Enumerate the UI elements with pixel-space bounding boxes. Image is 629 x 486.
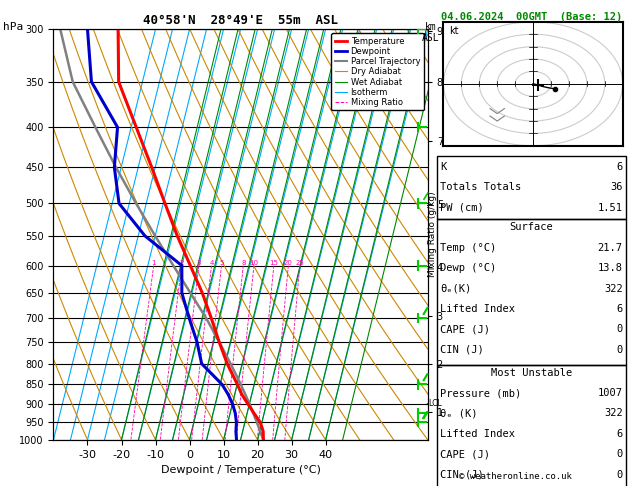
Text: K: K — [440, 162, 447, 172]
Text: 15: 15 — [269, 260, 278, 265]
Text: CAPE (J): CAPE (J) — [440, 450, 490, 459]
Text: Lifted Index: Lifted Index — [440, 429, 515, 439]
Text: Temp (°C): Temp (°C) — [440, 243, 496, 253]
Text: Lifted Index: Lifted Index — [440, 304, 515, 314]
Text: 0: 0 — [616, 345, 623, 355]
Text: 21.7: 21.7 — [598, 243, 623, 253]
Text: 322: 322 — [604, 284, 623, 294]
Text: 6: 6 — [616, 304, 623, 314]
Text: Surface: Surface — [509, 223, 554, 232]
Text: 1: 1 — [152, 260, 156, 265]
Text: © weatheronline.co.uk: © weatheronline.co.uk — [459, 472, 572, 481]
Text: kt: kt — [449, 26, 459, 35]
Text: 322: 322 — [604, 409, 623, 418]
Text: 1.51: 1.51 — [598, 203, 623, 212]
Text: Pressure (mb): Pressure (mb) — [440, 388, 521, 398]
Text: 5: 5 — [220, 260, 224, 265]
Text: km
ASL: km ASL — [422, 22, 440, 43]
Text: PW (cm): PW (cm) — [440, 203, 484, 212]
Text: CAPE (J): CAPE (J) — [440, 325, 490, 334]
Title: 40°58'N  28°49'E  55m  ASL: 40°58'N 28°49'E 55m ASL — [143, 14, 338, 27]
Text: CIN (J): CIN (J) — [440, 470, 484, 480]
Text: 2: 2 — [179, 260, 184, 265]
Text: LCL: LCL — [429, 399, 442, 408]
Text: 20: 20 — [284, 260, 292, 265]
Text: 36: 36 — [610, 182, 623, 192]
Text: 13.8: 13.8 — [598, 263, 623, 273]
Text: 25: 25 — [296, 260, 304, 265]
Text: Most Unstable: Most Unstable — [491, 368, 572, 378]
Text: θₑ (K): θₑ (K) — [440, 409, 478, 418]
Text: 6: 6 — [616, 162, 623, 172]
Text: hPa: hPa — [3, 22, 23, 32]
Text: 8: 8 — [241, 260, 245, 265]
Text: 04.06.2024  00GMT  (Base: 12): 04.06.2024 00GMT (Base: 12) — [441, 12, 622, 22]
Text: 4: 4 — [209, 260, 214, 265]
Text: 0: 0 — [616, 470, 623, 480]
Legend: Temperature, Dewpoint, Parcel Trajectory, Dry Adiabat, Wet Adiabat, Isotherm, Mi: Temperature, Dewpoint, Parcel Trajectory… — [331, 34, 423, 110]
Text: CIN (J): CIN (J) — [440, 345, 484, 355]
Text: Mixing Ratio (g/kg): Mixing Ratio (g/kg) — [428, 191, 437, 278]
Text: 3: 3 — [197, 260, 201, 265]
Text: 0: 0 — [616, 325, 623, 334]
Text: Totals Totals: Totals Totals — [440, 182, 521, 192]
Text: Dewp (°C): Dewp (°C) — [440, 263, 496, 273]
Text: 6: 6 — [616, 429, 623, 439]
Text: 1007: 1007 — [598, 388, 623, 398]
X-axis label: Dewpoint / Temperature (°C): Dewpoint / Temperature (°C) — [160, 465, 321, 475]
Text: 10: 10 — [250, 260, 259, 265]
Text: 0: 0 — [616, 450, 623, 459]
Text: θₑ(K): θₑ(K) — [440, 284, 472, 294]
